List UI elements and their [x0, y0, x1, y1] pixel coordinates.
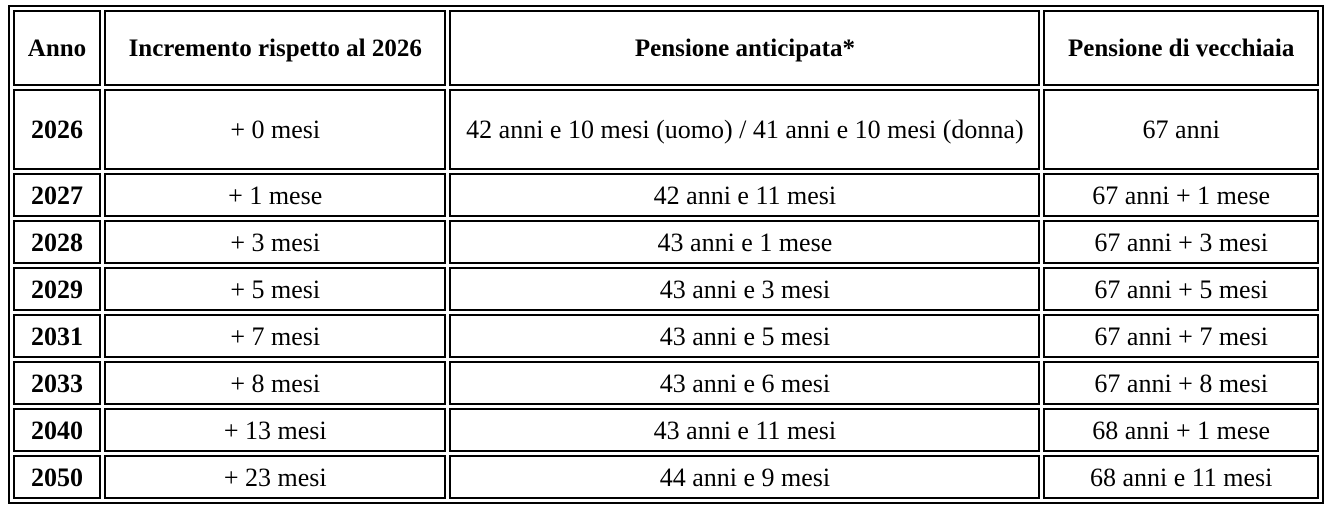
anno-cell: 2027 [13, 173, 101, 217]
pensione-anticipata-cell: 43 anni e 5 mesi [449, 314, 1041, 358]
table-row: 2027 + 1 mese 42 anni e 11 mesi 67 anni + 1… [13, 173, 1319, 217]
incremento-cell: + 8 mesi [103, 361, 447, 405]
pensione-vecchiaia-cell: 68 anni e 11 mesi [1043, 455, 1319, 499]
anno-cell: 2028 [13, 220, 101, 264]
pension-table: Anno Incremento rispetto al 2026 Pension… [8, 5, 1324, 504]
incremento-cell: + 3 mesi [103, 220, 447, 264]
incremento-cell: + 7 mesi [103, 314, 447, 358]
anno-cell: 2029 [13, 267, 101, 311]
table-row: 2050 + 23 mesi 44 anni e 9 mesi 68 anni e 1… [13, 455, 1319, 499]
table-row: 2040 + 13 mesi 43 anni e 11 mesi 68 anni + … [13, 408, 1319, 452]
header-pensione-vecchiaia: Pensione di vecchiaia [1043, 10, 1319, 86]
incremento-cell: + 23 mesi [103, 455, 447, 499]
table-row: 2033 + 8 mesi 43 anni e 6 mesi 67 anni + 8 … [13, 361, 1319, 405]
table-row: 2028 + 3 mesi 43 anni e 1 mese 67 anni + 3 … [13, 220, 1319, 264]
pensione-vecchiaia-cell: 67 anni + 8 mesi [1043, 361, 1319, 405]
header-row: Anno Incremento rispetto al 2026 Pension… [13, 10, 1319, 86]
table-row: 2031 + 7 mesi 43 anni e 5 mesi 67 anni + 7 … [13, 314, 1319, 358]
incremento-cell: + 1 mese [103, 173, 447, 217]
pensione-anticipata-cell: 42 anni e 10 mesi (uomo) / 41 anni e 10 … [449, 89, 1041, 170]
anno-cell: 2033 [13, 361, 101, 405]
incremento-cell: + 0 mesi [103, 89, 447, 170]
anno-cell: 2050 [13, 455, 101, 499]
table-row: 2029 + 5 mesi 43 anni e 3 mesi 67 anni + 5 … [13, 267, 1319, 311]
header-incremento: Incremento rispetto al 2026 [103, 10, 447, 86]
anno-cell: 2040 [13, 408, 101, 452]
header-anno: Anno [13, 10, 101, 86]
incremento-cell: + 5 mesi [103, 267, 447, 311]
table-row: 2026 + 0 mesi 42 anni e 10 mesi (uomo) / 4… [13, 89, 1319, 170]
pensione-vecchiaia-cell: 68 anni + 1 mese [1043, 408, 1319, 452]
pensione-vecchiaia-cell: 67 anni + 5 mesi [1043, 267, 1319, 311]
pensione-anticipata-cell: 42 anni e 11 mesi [449, 173, 1041, 217]
pensione-anticipata-cell: 43 anni e 1 mese [449, 220, 1041, 264]
header-pensione-anticipata: Pensione anticipata* [449, 10, 1041, 86]
pensione-anticipata-cell: 43 anni e 6 mesi [449, 361, 1041, 405]
pensione-vecchiaia-cell: 67 anni + 7 mesi [1043, 314, 1319, 358]
pensione-anticipata-cell: 44 anni e 9 mesi [449, 455, 1041, 499]
anno-cell: 2026 [13, 89, 101, 170]
anno-cell: 2031 [13, 314, 101, 358]
pensione-vecchiaia-cell: 67 anni + 1 mese [1043, 173, 1319, 217]
pensione-anticipata-cell: 43 anni e 11 mesi [449, 408, 1041, 452]
pensione-vecchiaia-cell: 67 anni + 3 mesi [1043, 220, 1319, 264]
pensione-anticipata-cell: 43 anni e 3 mesi [449, 267, 1041, 311]
pensione-vecchiaia-cell: 67 anni [1043, 89, 1319, 170]
incremento-cell: + 13 mesi [103, 408, 447, 452]
